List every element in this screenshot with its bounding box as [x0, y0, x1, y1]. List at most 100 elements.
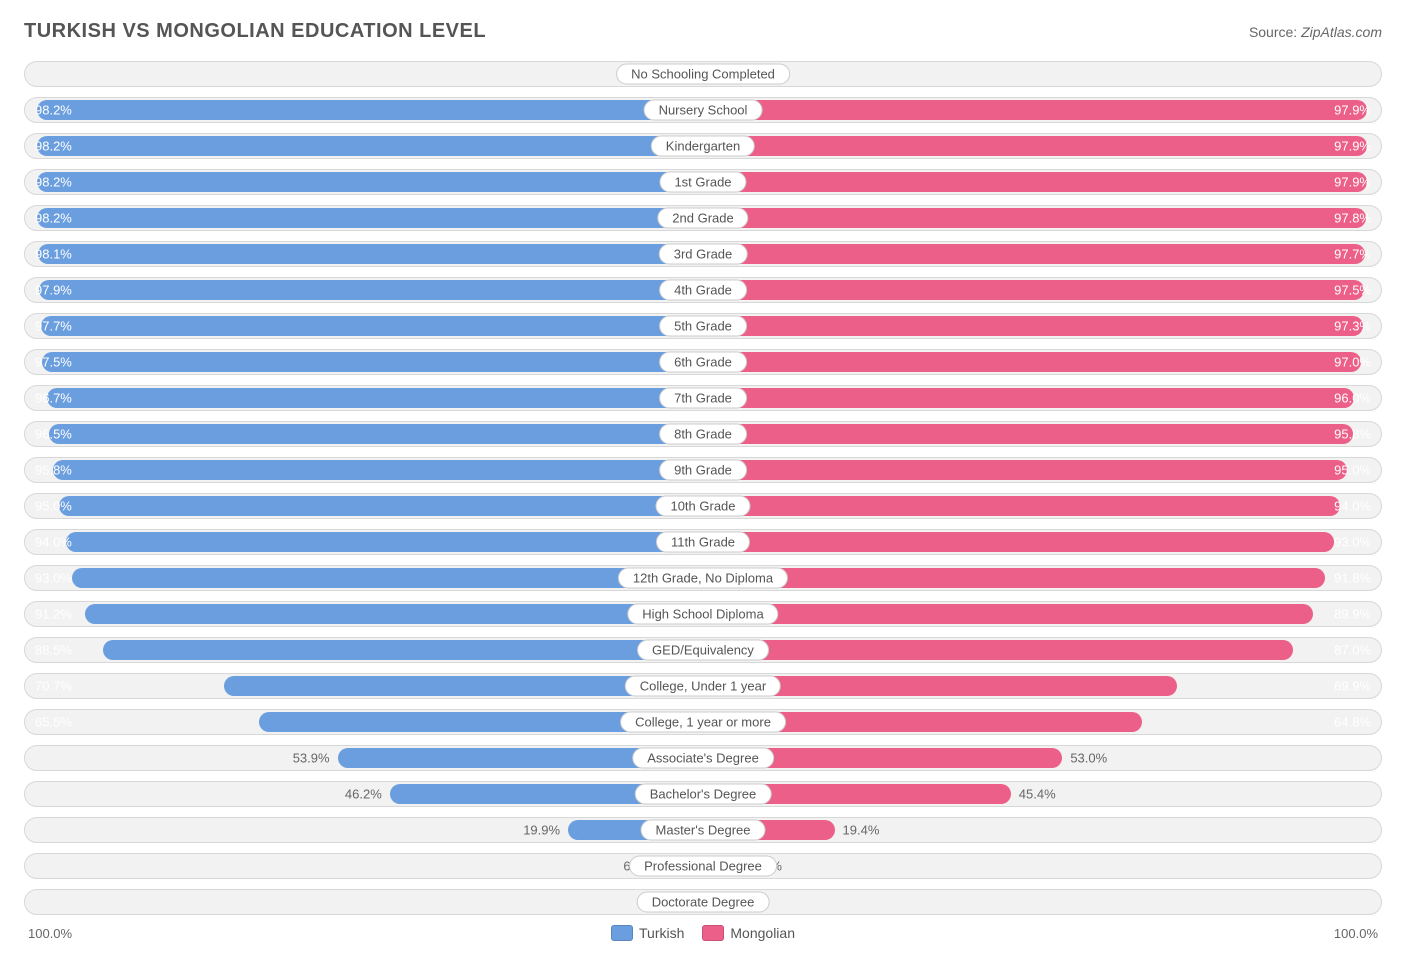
category-label: 10th Grade	[655, 496, 750, 517]
category-label: College, Under 1 year	[625, 676, 781, 697]
value-right: 89.9%	[1334, 607, 1371, 622]
category-label: 8th Grade	[659, 424, 747, 445]
value-left: 96.5%	[35, 427, 72, 442]
category-label: Kindergarten	[651, 136, 755, 157]
category-label: 5th Grade	[659, 316, 747, 337]
category-label: Bachelor's Degree	[635, 784, 772, 805]
source-label: Source:	[1249, 24, 1301, 40]
value-right: 19.4%	[843, 823, 880, 838]
category-label: Professional Degree	[629, 856, 777, 877]
bar-right	[703, 172, 1367, 192]
category-label: 12th Grade, No Diploma	[618, 568, 788, 589]
bar-left	[37, 100, 703, 120]
value-right: 69.9%	[1334, 679, 1371, 694]
chart-row: 98.2%97.9%Nursery School	[24, 97, 1382, 123]
legend-label-right: Mongolian	[730, 925, 795, 941]
value-left: 88.5%	[35, 643, 72, 658]
bar-right	[703, 208, 1366, 228]
value-right: 97.5%	[1334, 283, 1371, 298]
chart-row: 19.9%19.4%Master's Degree	[24, 817, 1382, 843]
category-label: No Schooling Completed	[616, 64, 790, 85]
value-left: 65.5%	[35, 715, 72, 730]
bar-right	[703, 280, 1364, 300]
value-right: 94.0%	[1334, 499, 1371, 514]
bar-right	[703, 460, 1347, 480]
value-right: 87.0%	[1334, 643, 1371, 658]
bar-right	[703, 244, 1365, 264]
bar-left	[37, 136, 703, 156]
category-label: High School Diploma	[627, 604, 778, 625]
category-label: Associate's Degree	[632, 748, 774, 769]
chart-row: 98.1%97.7%3rd Grade	[24, 241, 1382, 267]
category-label: 9th Grade	[659, 460, 747, 481]
bar-right	[703, 640, 1293, 660]
value-left: 97.9%	[35, 283, 72, 298]
chart-row: 2.7%2.8%Doctorate Degree	[24, 889, 1382, 915]
bar-left	[37, 172, 703, 192]
chart-header: TURKISH VS MONGOLIAN EDUCATION LEVEL Sou…	[24, 20, 1382, 43]
chart-row: 91.2% 89.9% High School Diploma	[24, 601, 1382, 627]
bar-left	[103, 640, 703, 660]
category-label: 11th Grade	[656, 532, 750, 553]
chart-row: 6.2%6.1%Professional Degree	[24, 853, 1382, 879]
category-label: 1st Grade	[659, 172, 746, 193]
bar-left	[38, 244, 703, 264]
value-left: 98.1%	[35, 247, 72, 262]
bar-left	[59, 496, 703, 516]
bar-right	[703, 568, 1325, 588]
bar-right	[703, 604, 1313, 624]
legend-swatch-right	[702, 925, 724, 941]
chart-row: 94.0%93.0%11th Grade	[24, 529, 1382, 555]
value-left: 97.5%	[35, 355, 72, 370]
chart-row: 46.2% 45.4% Bachelor's Degree	[24, 781, 1382, 807]
value-right: 97.9%	[1334, 175, 1371, 190]
value-right: 97.9%	[1334, 139, 1371, 154]
chart-title: TURKISH VS MONGOLIAN EDUCATION LEVEL	[24, 20, 486, 43]
chart-row: 53.9%53.0%Associate's Degree	[24, 745, 1382, 771]
bar-left	[49, 424, 703, 444]
value-right: 97.8%	[1334, 211, 1371, 226]
chart-row: 70.7%69.9%College, Under 1 year	[24, 673, 1382, 699]
category-label: Master's Degree	[641, 820, 766, 841]
chart-row: 95.8%95.0%9th Grade	[24, 457, 1382, 483]
chart-row: 93.0% 91.8% 12th Grade, No Diploma	[24, 565, 1382, 591]
chart-row: 65.5% 64.8% College, 1 year or more	[24, 709, 1382, 735]
chart-row: 96.5%95.8%8th Grade	[24, 421, 1382, 447]
value-left: 91.2%	[35, 607, 72, 622]
chart-row: 98.2% 97.9% Kindergarten	[24, 133, 1382, 159]
chart-row: 95.0%94.0%10th Grade	[24, 493, 1382, 519]
value-right: 45.4%	[1019, 787, 1056, 802]
value-left: 95.8%	[35, 463, 72, 478]
category-label: 6th Grade	[659, 352, 747, 373]
chart-footer: 100.0% Turkish Mongolian 100.0%	[24, 925, 1382, 941]
value-left: 98.2%	[35, 103, 72, 118]
bar-left	[72, 568, 703, 588]
category-label: 4th Grade	[659, 280, 747, 301]
bar-right	[703, 496, 1340, 516]
bar-left	[85, 604, 703, 624]
value-right: 93.0%	[1334, 535, 1371, 550]
bar-right	[703, 424, 1353, 444]
category-label: Nursery School	[644, 100, 763, 121]
category-label: College, 1 year or more	[620, 712, 786, 733]
value-left: 46.2%	[345, 787, 382, 802]
value-right: 64.8%	[1334, 715, 1371, 730]
chart-row: 98.2%97.9%1st Grade	[24, 169, 1382, 195]
value-left: 98.2%	[35, 139, 72, 154]
bar-left	[53, 460, 703, 480]
diverging-bar-chart: 1.8%2.1%No Schooling Completed98.2%97.9%…	[24, 61, 1382, 915]
legend-label-left: Turkish	[639, 925, 684, 941]
axis-left-label: 100.0%	[28, 926, 72, 941]
category-label: Doctorate Degree	[637, 892, 770, 913]
legend-swatch-left	[611, 925, 633, 941]
legend-item-left: Turkish	[611, 925, 684, 941]
value-right: 91.8%	[1334, 571, 1371, 586]
legend-item-right: Mongolian	[702, 925, 795, 941]
bar-right	[703, 532, 1334, 552]
bar-left	[66, 532, 703, 552]
bar-right	[703, 100, 1367, 120]
value-left: 93.0%	[35, 571, 72, 586]
category-label: GED/Equivalency	[637, 640, 769, 661]
bar-right	[703, 316, 1363, 336]
bar-left	[37, 208, 703, 228]
